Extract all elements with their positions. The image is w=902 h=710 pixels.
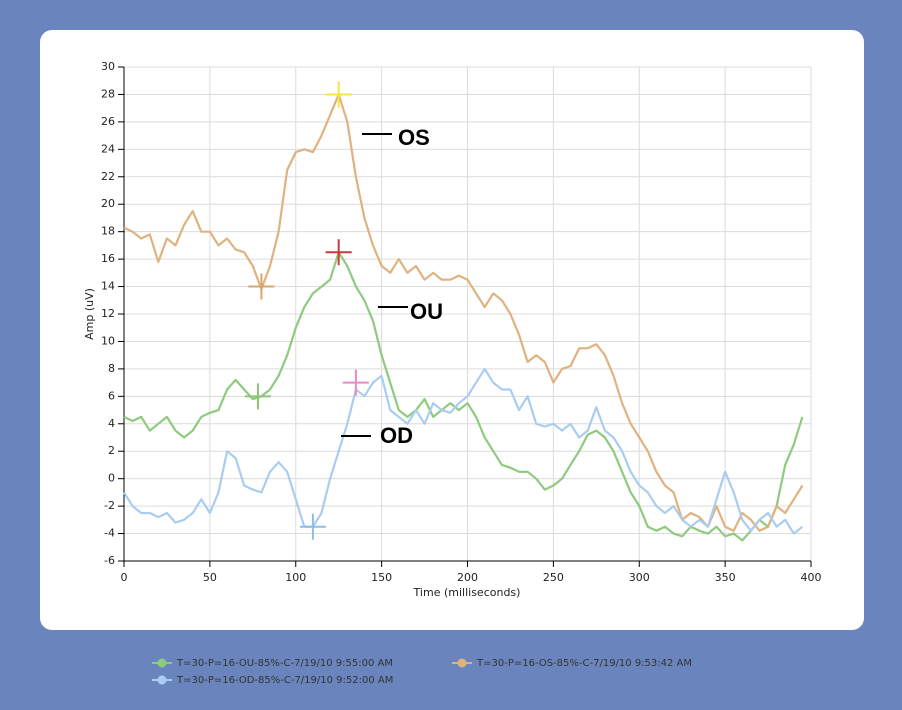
y-tick-label: -2 [104, 499, 115, 512]
legend-label: T=30-P=16-OS-85%-C-7/19/10 9:53:42 AM [476, 658, 692, 669]
y-tick-label: 22 [101, 170, 115, 183]
annotation: OS [398, 125, 430, 150]
y-tick-label: 2 [108, 444, 115, 457]
series-line [123, 367, 804, 535]
y-tick-label: 26 [101, 115, 115, 128]
y-axis-label: Amp (uV) [83, 288, 96, 340]
legend-swatch [157, 675, 167, 685]
cursor-marker [342, 369, 369, 396]
x-tick-label: 0 [121, 571, 128, 584]
x-axis-label: Time (milliseconds) [413, 586, 521, 599]
y-tick-label: 0 [108, 472, 115, 485]
legend-label: T=30-P=16-OD-85%-C-7/19/10 9:52:00 AM [176, 675, 393, 686]
cursor-marker [325, 81, 352, 108]
cursor-marker [325, 239, 352, 266]
y-tick-label: 30 [101, 60, 115, 73]
y-tick-label: 24 [101, 142, 115, 155]
y-tick-label: -4 [104, 527, 115, 540]
x-tick-label: 400 [801, 571, 822, 584]
y-tick-label: 8 [108, 362, 115, 375]
y-tick-label: 20 [101, 197, 115, 210]
legend-label: T=30-P=16-OU-85%-C-7/19/10 9:55:00 AM [176, 658, 393, 669]
y-tick-label: 4 [108, 417, 115, 430]
x-tick-label: 250 [543, 571, 564, 584]
y-tick-label: -6 [104, 554, 115, 567]
x-tick-label: 200 [457, 571, 478, 584]
x-tick-label: 150 [371, 571, 392, 584]
series-line [123, 93, 804, 532]
y-tick-label: 14 [101, 280, 115, 293]
x-tick-label: 300 [629, 571, 650, 584]
cursor-marker [299, 513, 326, 540]
x-tick-label: 100 [285, 571, 306, 584]
panel [40, 30, 864, 630]
x-tick-label: 350 [715, 571, 736, 584]
y-tick-label: 18 [101, 225, 115, 238]
legend-swatch [457, 658, 467, 668]
y-tick-label: 12 [101, 307, 115, 320]
y-tick-label: 16 [101, 252, 115, 265]
y-tick-label: 28 [101, 87, 115, 100]
series-line [123, 251, 804, 542]
annotation: OD [380, 423, 413, 448]
y-tick-label: 6 [108, 389, 115, 402]
cursor-marker [244, 383, 271, 410]
y-tick-label: 10 [101, 334, 115, 347]
annotation: OU [410, 299, 443, 324]
legend-swatch [157, 658, 167, 668]
x-tick-label: 50 [203, 571, 217, 584]
cursor-marker [248, 273, 275, 300]
